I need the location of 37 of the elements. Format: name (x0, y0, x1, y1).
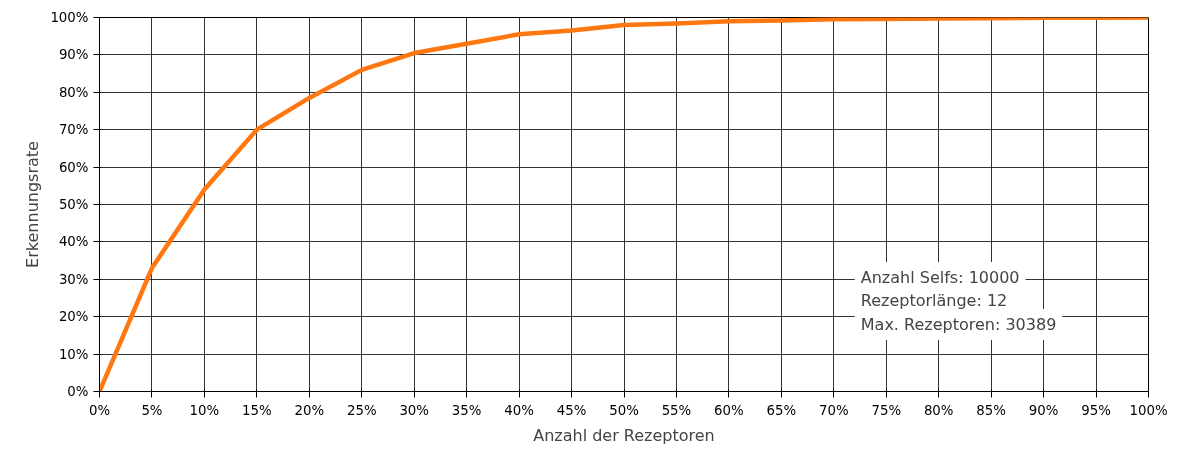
x-tick-label: 10% (189, 402, 220, 418)
x-tick-label: 75% (871, 402, 902, 418)
y-tick-label: 50% (58, 197, 89, 212)
x-tick-label: 80% (923, 402, 954, 418)
x-tick-label: 30% (399, 402, 430, 418)
x-tick-label: 0% (88, 402, 111, 418)
x-axis-title: Anzahl der Rezeptoren (533, 425, 715, 445)
y-tick-label: 70% (58, 122, 89, 138)
x-tick-label: 45% (556, 402, 587, 418)
y-tick-label: 30% (58, 271, 89, 287)
x-tick-label: 25% (346, 402, 377, 418)
x-tick-label: 95% (1081, 402, 1111, 418)
annotation: Rezeptorlänge: 12 (860, 291, 1008, 311)
x-tick-label: 90% (1028, 402, 1059, 418)
x-tick-label: 50% (609, 402, 639, 418)
annotation: Anzahl Selfs: 10000 (860, 267, 1020, 287)
y-tick-label: 10% (58, 346, 89, 362)
y-tick-label: 90% (58, 47, 89, 63)
x-tick-label: 70% (818, 402, 849, 418)
x-tick-label: 20% (294, 402, 325, 418)
y-tick-label: 0% (67, 384, 89, 399)
x-tick-label: 55% (661, 402, 692, 418)
annotation: Max. Rezeptoren: 30389 (860, 315, 1057, 335)
x-tick-label: 65% (766, 402, 797, 418)
x-tick-label: 35% (451, 402, 482, 418)
y-tick-label: 40% (58, 234, 89, 250)
y-axis-title: Erkennungsrate (23, 141, 43, 268)
y-tick-label: 20% (58, 309, 89, 325)
x-tick-label: 5% (141, 402, 163, 418)
y-tick-label: 80% (58, 84, 89, 100)
x-tick-label: 60% (714, 402, 744, 418)
y-tick-label: 100% (50, 10, 89, 25)
x-tick-label: 85% (976, 402, 1006, 418)
x-tick-label: 15% (242, 402, 272, 418)
x-tick-label: 100% (1129, 402, 1168, 418)
y-tick-label: 60% (58, 159, 89, 175)
x-tick-label: 40% (504, 402, 534, 418)
